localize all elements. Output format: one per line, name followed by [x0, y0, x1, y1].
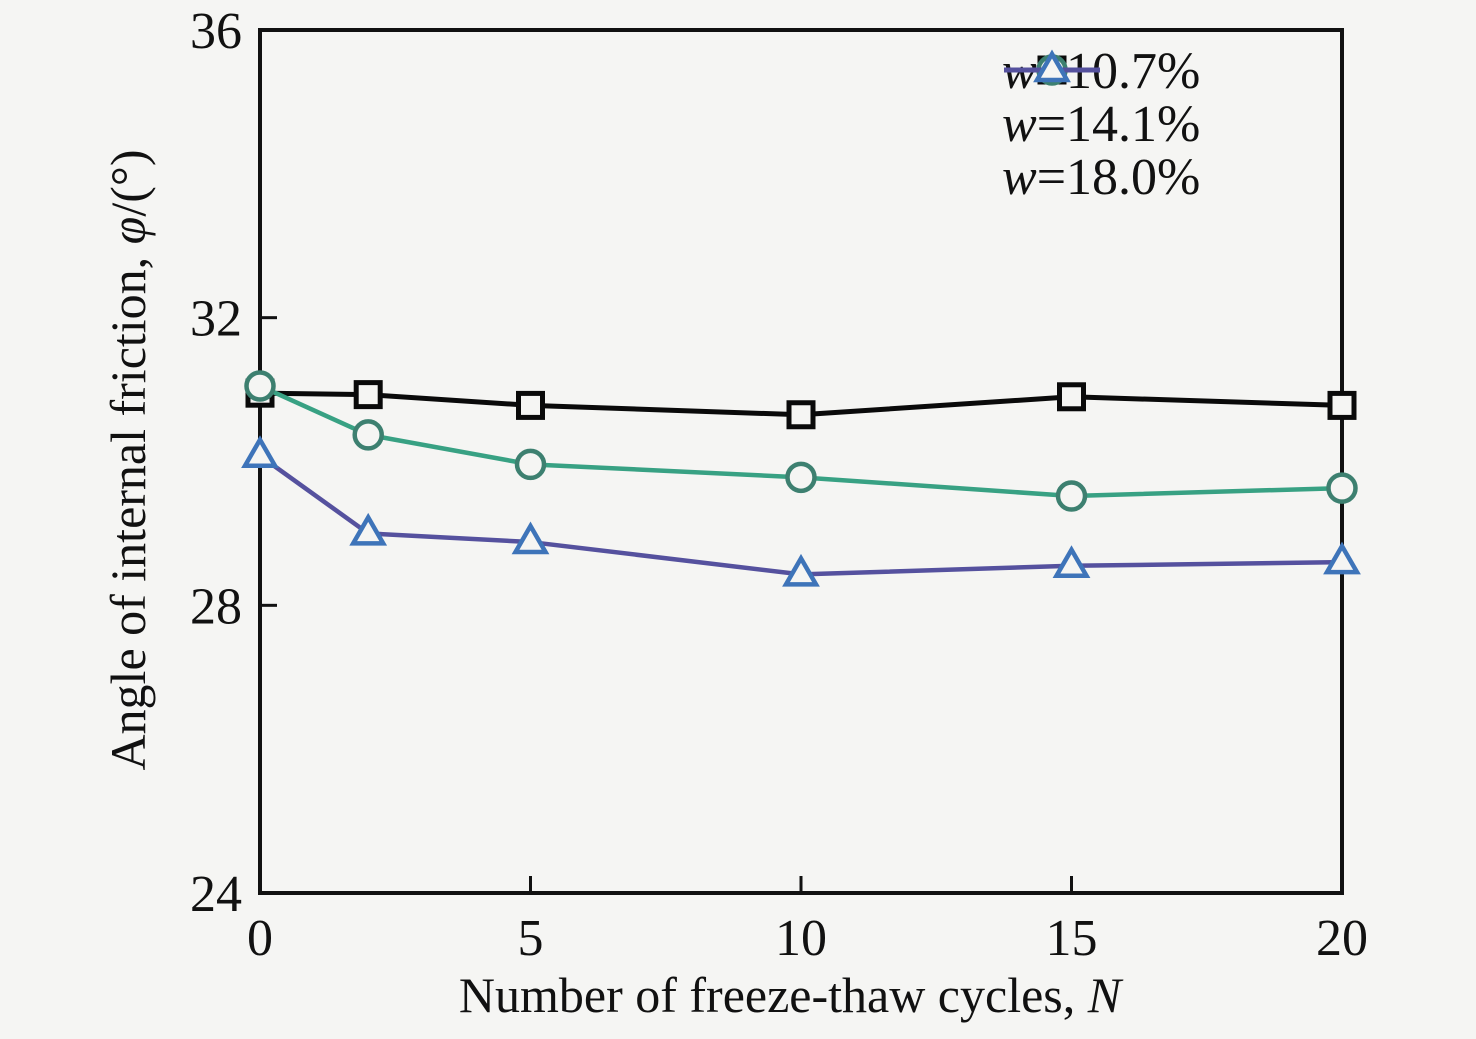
data-point-marker [782, 553, 820, 587]
y-tick-label: 36 [190, 3, 242, 60]
x-tick-label: 0 [247, 910, 273, 967]
legend-marker [1033, 49, 1071, 83]
data-point-marker [353, 380, 383, 410]
data-point-marker [244, 370, 276, 402]
x-tick-label: 15 [1046, 910, 1098, 967]
legend-item: w=18.0% [1002, 49, 1201, 206]
data-point-marker [349, 512, 388, 546]
data-point-marker [785, 461, 817, 494]
series-circle [244, 370, 1358, 512]
legend-label: w=18.0% [1002, 148, 1201, 206]
series-triangle [241, 435, 1361, 587]
data-point-marker [241, 435, 279, 468]
legend: w=10.7% w=14.1% w=18.0% [1002, 45, 1201, 206]
x-tick-label: 20 [1316, 910, 1368, 967]
series-line [258, 453, 1343, 577]
series-line [259, 390, 1343, 418]
data-point-marker [514, 448, 547, 481]
y-tick-label: 32 [190, 291, 242, 348]
x-tick-label: 5 [518, 910, 544, 967]
legend-triangle-icon [1004, 49, 1100, 83]
y-axis-title-symbol: φ [100, 216, 156, 245]
data-point-marker [1326, 472, 1358, 504]
x-tick-label: 10 [775, 910, 827, 967]
data-point-marker [516, 390, 545, 420]
data-point-marker [1055, 480, 1088, 512]
series-line [259, 383, 1343, 499]
data-point-marker [511, 521, 550, 555]
legend-label: w=14.1% [1002, 95, 1201, 153]
x-axis-title: Number of freeze-thaw cycles, N [459, 966, 1121, 1024]
data-point-marker [1057, 382, 1086, 412]
data-point-marker [1323, 541, 1361, 575]
data-point-marker [1327, 390, 1357, 420]
data-point-marker [352, 419, 384, 451]
x-axis-title-symbol: N [1087, 967, 1122, 1023]
data-point-marker [1052, 545, 1091, 579]
x-axis-title-text: Number of freeze-thaw cycles, [458, 967, 1088, 1023]
y-axis-title: Angle of internal friction, φ/(°) [99, 149, 157, 770]
y-axis-title-units: /(°) [100, 149, 156, 217]
y-axis-title-text: Angle of internal friction, [100, 244, 156, 771]
series-square [245, 378, 1357, 430]
y-tick-label: 28 [190, 578, 242, 635]
y-tick-label: 24 [190, 866, 242, 923]
legend-item: w=14.1% [1002, 54, 1201, 153]
data-point-marker [786, 400, 816, 430]
